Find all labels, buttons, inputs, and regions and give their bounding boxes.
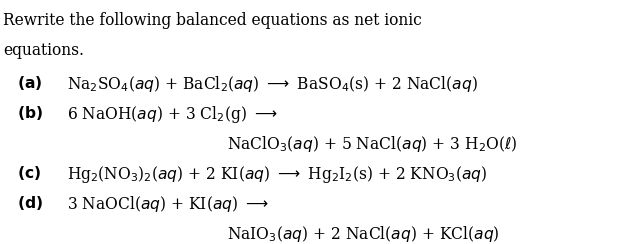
Text: Hg$_2$(NO$_3$)$_2$($\mathit{aq}$) + 2 KI($\mathit{aq}$) $\longrightarrow$ Hg$_2$: Hg$_2$(NO$_3$)$_2$($\mathit{aq}$) + 2 KI… — [67, 164, 488, 185]
Text: 3 NaOCl($\mathit{aq}$) + KI($\mathit{aq}$) $\longrightarrow$: 3 NaOCl($\mathit{aq}$) + KI($\mathit{aq}… — [67, 194, 269, 214]
Text: 6 NaOH($\mathit{aq}$) + 3 Cl$_2$(g) $\longrightarrow$: 6 NaOH($\mathit{aq}$) + 3 Cl$_2$(g) $\lo… — [67, 104, 278, 125]
Text: $\mathbf{(c)}$: $\mathbf{(c)}$ — [17, 164, 42, 182]
Text: Rewrite the following balanced equations as net ionic: Rewrite the following balanced equations… — [3, 12, 422, 29]
Text: Na$_2$SO$_4$($\mathit{aq}$) + BaCl$_2$($\mathit{aq}$) $\longrightarrow$ BaSO$_4$: Na$_2$SO$_4$($\mathit{aq}$) + BaCl$_2$($… — [67, 74, 478, 94]
Text: $\mathbf{(d)}$: $\mathbf{(d)}$ — [17, 194, 44, 212]
Text: $\mathbf{(b)}$: $\mathbf{(b)}$ — [17, 104, 44, 122]
Text: $\mathbf{(a)}$: $\mathbf{(a)}$ — [17, 74, 43, 92]
Text: NaClO$_3$($\mathit{aq}$) + 5 NaCl($\mathit{aq}$) + 3 H$_2$O($\mathit{\ell}$): NaClO$_3$($\mathit{aq}$) + 5 NaCl($\math… — [227, 134, 518, 154]
Text: NaIO$_3$($\mathit{aq}$) + 2 NaCl($\mathit{aq}$) + KCl($\mathit{aq}$): NaIO$_3$($\mathit{aq}$) + 2 NaCl($\mathi… — [227, 224, 499, 244]
Text: equations.: equations. — [3, 42, 84, 59]
